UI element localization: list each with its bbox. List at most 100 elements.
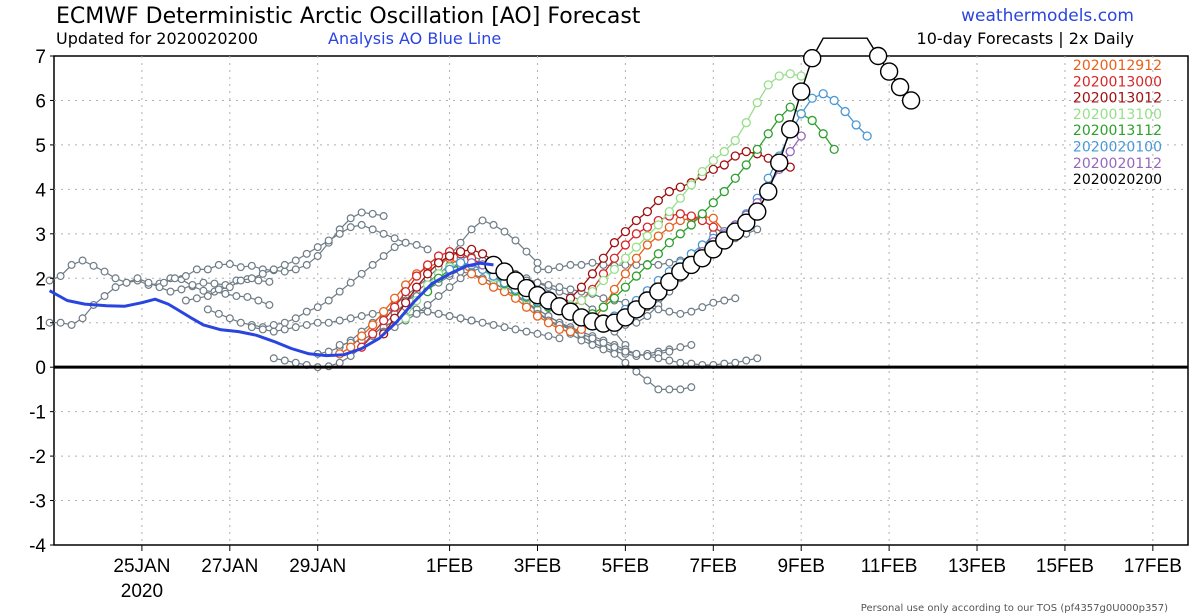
- forecast-run-point: [422, 269, 433, 279]
- older-run-point: [665, 347, 674, 356]
- forecast-run-point: [411, 282, 422, 292]
- forecast-run-point: [466, 244, 477, 255]
- x-tick-label: 3FEB: [514, 556, 562, 577]
- older-run-point: [313, 252, 322, 261]
- forecast-run-point: [796, 71, 806, 81]
- forecast-run-point: [807, 115, 817, 126]
- older-run-point: [588, 334, 597, 343]
- forecast-run-point: [609, 238, 620, 248]
- older-run-point: [280, 318, 289, 327]
- older-run-point: [676, 385, 685, 394]
- latest-run-point: [890, 77, 910, 97]
- forecast-run-point: [598, 253, 609, 263]
- forecast-run-point: [741, 118, 751, 128]
- older-run-point: [335, 340, 344, 349]
- older-run-point: [467, 316, 476, 325]
- older-run-point: [302, 260, 311, 269]
- older-run-point: [555, 334, 564, 343]
- legend: 2020012912202001300020200130122020013100…: [1073, 58, 1162, 188]
- forecast-run-point: [477, 275, 488, 286]
- forecast-run-point: [609, 264, 620, 275]
- forecast-run-point: [543, 318, 554, 328]
- axes: -4 -3 -2 -1 0 1 2 3 4 5 6 7 25JAN 27JAN 29JAN 1FEB 3FEB 5…: [29, 47, 1188, 602]
- older-run-point: [258, 325, 267, 334]
- forecast-run-point: [686, 180, 696, 190]
- older-run-point: [434, 292, 443, 301]
- older-run-point: [214, 285, 223, 294]
- older-run-point: [269, 354, 278, 363]
- older-run-point: [324, 296, 333, 305]
- forecast-run-point: [631, 242, 642, 252]
- older-run-point: [67, 260, 76, 269]
- forecast-run-point: [708, 155, 718, 166]
- legend-entry: 2020020100: [1073, 140, 1162, 156]
- older-run-point: [731, 358, 740, 367]
- older-run-point: [280, 325, 289, 334]
- forecast-runs: [335, 37, 921, 359]
- forecast-run-point: [730, 151, 740, 161]
- older-run-point: [335, 229, 344, 238]
- older-run-point: [588, 340, 597, 349]
- legend-entry: 2020013012: [1073, 91, 1162, 107]
- y-tick-label: 0: [35, 358, 46, 379]
- forecast-run-point: [455, 258, 466, 268]
- older-run-point: [676, 343, 685, 352]
- forecast-run-point: [763, 173, 773, 183]
- forecast-run-point: [752, 144, 762, 155]
- site-link[interactable]: weathermodels.com: [961, 6, 1134, 26]
- older-run-point: [654, 260, 663, 269]
- older-run-point: [236, 276, 245, 285]
- y-tick-label: 4: [35, 180, 46, 201]
- forecast-run-point: [642, 222, 653, 232]
- older-run-point: [379, 229, 388, 238]
- forecast-run-point: [598, 275, 609, 286]
- older-run-point: [258, 269, 267, 278]
- older-run-point: [621, 347, 630, 356]
- forecast-run-point: [719, 160, 729, 170]
- older-run-point: [225, 283, 234, 292]
- forecast-run-point: [653, 249, 664, 259]
- forecast-run-point: [851, 120, 861, 130]
- older-run-point: [324, 318, 333, 327]
- older-run-point: [313, 303, 322, 312]
- older-run-point: [390, 234, 399, 243]
- older-run-point: [203, 265, 212, 274]
- older-run-point: [632, 318, 641, 327]
- older-run-point: [577, 336, 586, 345]
- forecast-run-point: [554, 324, 565, 335]
- older-run-point: [291, 256, 300, 265]
- forecast-run-point: [587, 269, 598, 279]
- older-run-point: [566, 285, 575, 294]
- older-run-point: [522, 327, 531, 336]
- older-run-point: [225, 260, 234, 269]
- forecast-run-point: [664, 186, 674, 197]
- older-run-point: [181, 296, 190, 305]
- forecast-run-point: [422, 260, 433, 270]
- forecast-run-point: [576, 282, 587, 292]
- older-run-point: [269, 320, 278, 329]
- y-tick-label: -3: [29, 492, 46, 513]
- older-run-point: [687, 383, 696, 392]
- forecast-run-point: [818, 89, 828, 99]
- forecast-run-point: [741, 160, 751, 170]
- forecast-run-point: [455, 246, 466, 257]
- older-run-point: [192, 265, 201, 274]
- older-run-point: [45, 276, 54, 285]
- forecast-run-point: [631, 271, 642, 281]
- forecast-run-point: [796, 131, 806, 141]
- forecast-run-point: [785, 102, 795, 112]
- older-run-point: [643, 352, 652, 361]
- older-run-point: [221, 289, 230, 298]
- forecast-run-point: [708, 213, 718, 223]
- older-run-point: [500, 323, 509, 332]
- older-run-point: [599, 294, 608, 303]
- x-tick-label: 11FEB: [861, 556, 918, 577]
- x-tick-label: 25JAN: [113, 556, 170, 577]
- older-run-point: [599, 345, 608, 354]
- older-run-point: [412, 240, 421, 249]
- older-run-point: [199, 278, 208, 287]
- y-tick-label: 3: [35, 225, 46, 246]
- older-run-point: [78, 314, 87, 323]
- tos-footer: Personal use only according to our TOS (…: [860, 603, 1168, 614]
- older-run-point: [753, 225, 762, 234]
